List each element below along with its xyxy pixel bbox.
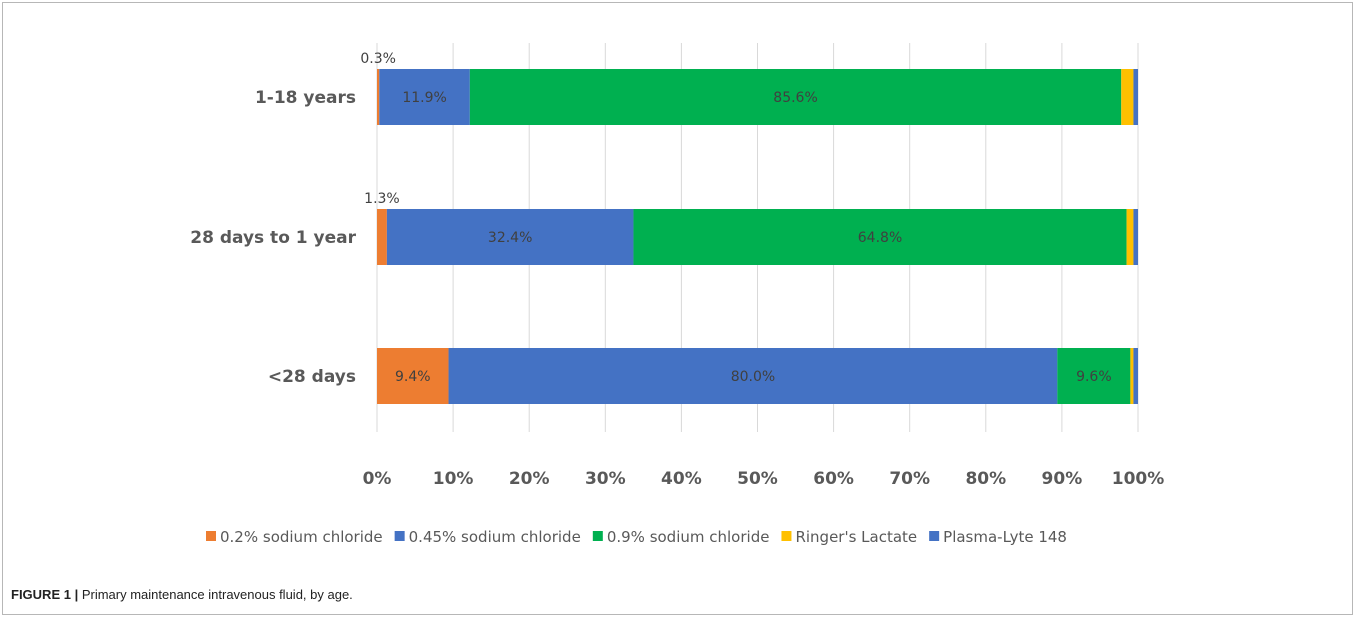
x-tick-label: 80% (965, 469, 1006, 489)
legend-label: Ringer's Lactate (795, 528, 917, 546)
bar-segment (1130, 348, 1134, 404)
figure-caption: FIGURE 1 | Primary maintenance intraveno… (11, 587, 353, 602)
legend-label: 0.45% sodium chloride (409, 528, 581, 546)
legend-label: Plasma-Lyte 148 (943, 528, 1067, 546)
x-tick-label: 70% (889, 469, 930, 489)
bar-segment (633, 209, 1127, 265)
x-tick-label: 60% (813, 469, 854, 489)
x-tick-label: 100% (1112, 469, 1165, 489)
x-tick-label: 0% (363, 469, 392, 489)
bar-segment (1133, 209, 1138, 265)
legend-swatch (592, 531, 603, 541)
category-label: <28 days (268, 367, 356, 387)
legend-swatch (206, 531, 216, 541)
legend-swatch (781, 531, 792, 541)
data-label: 85.6% (773, 90, 817, 106)
data-label: 1.3% (364, 191, 400, 207)
caption-label: FIGURE 1 | (11, 587, 79, 602)
bar-segment (1133, 69, 1138, 125)
x-tick-label: 10% (433, 469, 474, 489)
data-label: 80.0% (731, 369, 775, 385)
bar-segment (1121, 69, 1134, 125)
x-tick-label: 30% (585, 469, 626, 489)
data-label: 32.4% (488, 230, 532, 246)
bar-segment (377, 69, 380, 125)
x-tick-label: 40% (661, 469, 702, 489)
bar-segment (386, 209, 634, 265)
data-label: 9.4% (395, 369, 431, 385)
x-tick-label: 90% (1042, 469, 1083, 489)
legend-label: 0.9% sodium chloride (607, 528, 770, 546)
legend-swatch (394, 531, 405, 541)
data-label: 64.8% (858, 230, 902, 246)
bar-segment (1133, 348, 1138, 404)
data-label: 9.6% (1076, 369, 1112, 385)
category-label: 1-18 years (255, 88, 356, 108)
data-label: 11.9% (402, 90, 446, 106)
bar-segment (379, 69, 470, 125)
x-tick-label: 50% (737, 469, 778, 489)
bar-segment (448, 348, 1058, 404)
data-label: 0.3% (360, 51, 396, 67)
bar-segment (1057, 348, 1131, 404)
bar-segment (469, 69, 1122, 125)
bar-segment (1126, 209, 1134, 265)
bar-segment (377, 348, 449, 404)
bar-segment (377, 209, 387, 265)
caption-text: Primary maintenance intravenous fluid, b… (78, 587, 353, 602)
x-tick-label: 20% (509, 469, 550, 489)
legend-swatch (929, 531, 940, 541)
legend-label: 0.2% sodium chloride (220, 528, 383, 546)
category-label: 28 days to 1 year (190, 228, 356, 248)
